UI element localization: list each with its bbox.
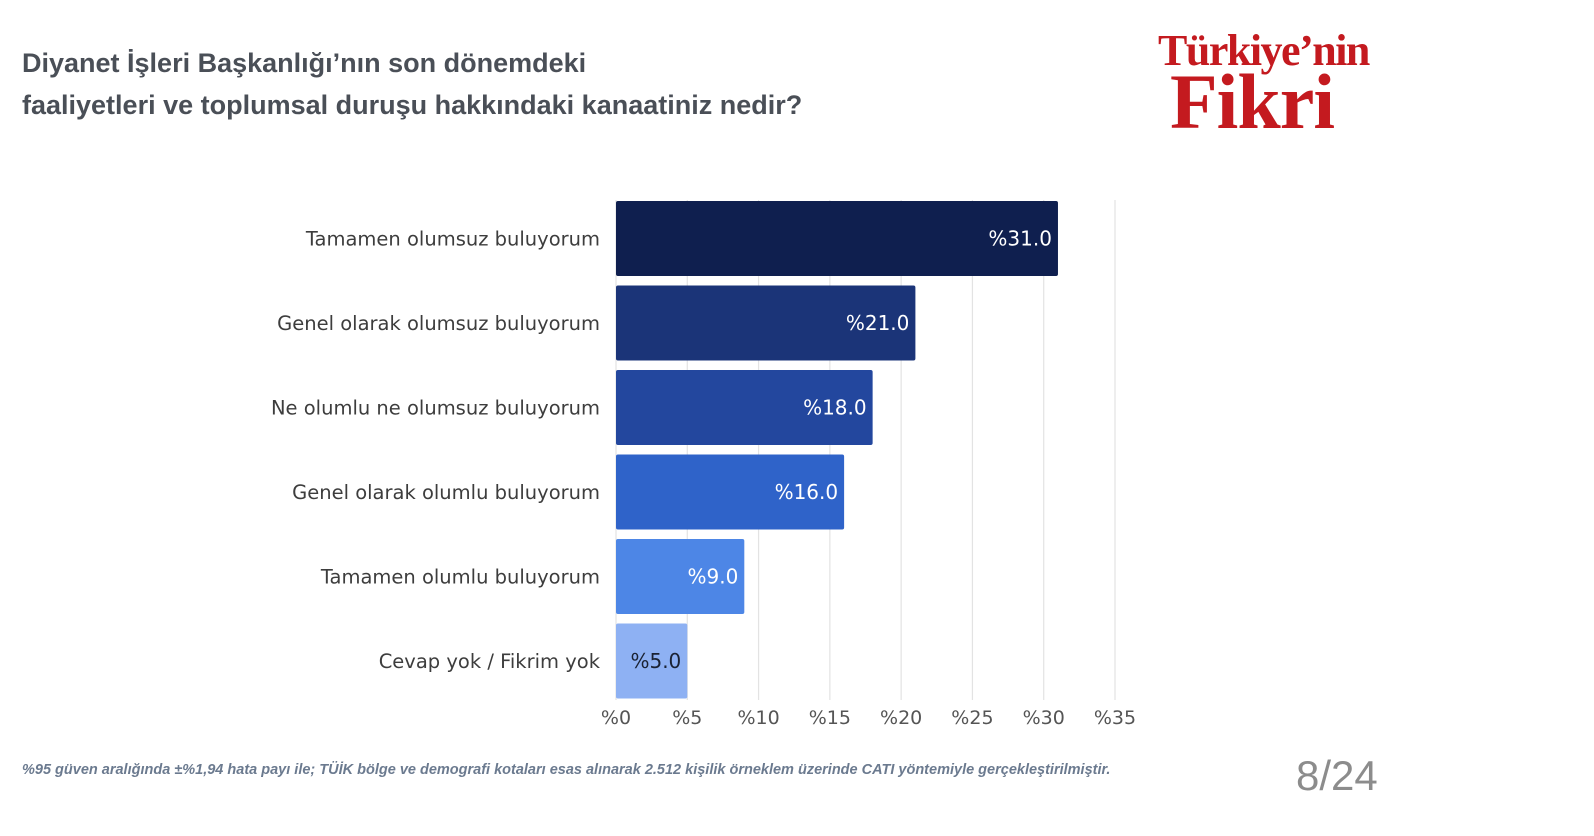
bar xyxy=(616,201,1058,276)
data-label: %5.0 xyxy=(630,649,681,673)
methodology-footnote: %95 güven aralığında ±%1,94 hata payı il… xyxy=(22,762,1111,778)
category-label: Genel olarak olumlu buluyorum xyxy=(292,481,600,504)
chart-title: Diyanet İşleri Başkanlığı’nın son dönemd… xyxy=(22,42,922,126)
bar xyxy=(616,285,916,361)
page-number: 8/24 xyxy=(1296,752,1378,799)
x-tick-label: %15 xyxy=(809,707,851,729)
x-tick-label: %20 xyxy=(880,707,922,729)
logo-line-2: Fikri xyxy=(1170,58,1335,145)
grid-lines xyxy=(615,200,1116,700)
chart-title-line-2: faaliyetleri ve toplumsal duruşu hakkınd… xyxy=(22,90,803,120)
category-labels: Tamamen olumsuz buluyorum Genel olarak ol… xyxy=(271,228,601,674)
logo-line-1: Türkiye’nin xyxy=(1158,26,1370,75)
data-label: %31.0 xyxy=(988,227,1052,251)
category-label: Ne olumlu ne olumsuz buluyorum xyxy=(271,397,600,420)
x-tick-label: %0 xyxy=(601,707,631,729)
chart-title-line-1: Diyanet İşleri Başkanlığı’nın son dönemd… xyxy=(22,48,587,78)
data-label: %16.0 xyxy=(775,480,839,504)
x-tick-label: %25 xyxy=(951,707,993,729)
category-label: Cevap yok / Fikrim yok xyxy=(379,650,601,673)
bar xyxy=(616,370,873,445)
data-label: %21.0 xyxy=(846,311,910,335)
x-tick-label: %5 xyxy=(672,707,702,729)
x-tick-label: %30 xyxy=(1023,707,1065,729)
x-tick-label: %10 xyxy=(737,707,779,729)
data-label: %9.0 xyxy=(688,565,739,589)
bar xyxy=(616,454,845,530)
x-tick-label: %35 xyxy=(1094,707,1136,729)
bars: %31.0 %21.0 %18.0 %16.0 %9.0 %5.0 xyxy=(616,201,1058,699)
bar xyxy=(616,623,688,699)
x-axis-ticks: %0 %5 %10 %15 %20 %25 %30 %35 xyxy=(601,707,1136,729)
category-label: Tamamen olumsuz buluyorum xyxy=(305,228,600,251)
category-label: Genel olarak olumsuz buluyorum xyxy=(277,312,600,335)
data-label: %18.0 xyxy=(803,396,867,420)
bar xyxy=(616,539,745,614)
turkiyenin-fikri-logo: Türkiye’nin Fikri xyxy=(1156,26,1388,142)
category-label: Tamamen olumlu buluyorum xyxy=(320,566,600,589)
